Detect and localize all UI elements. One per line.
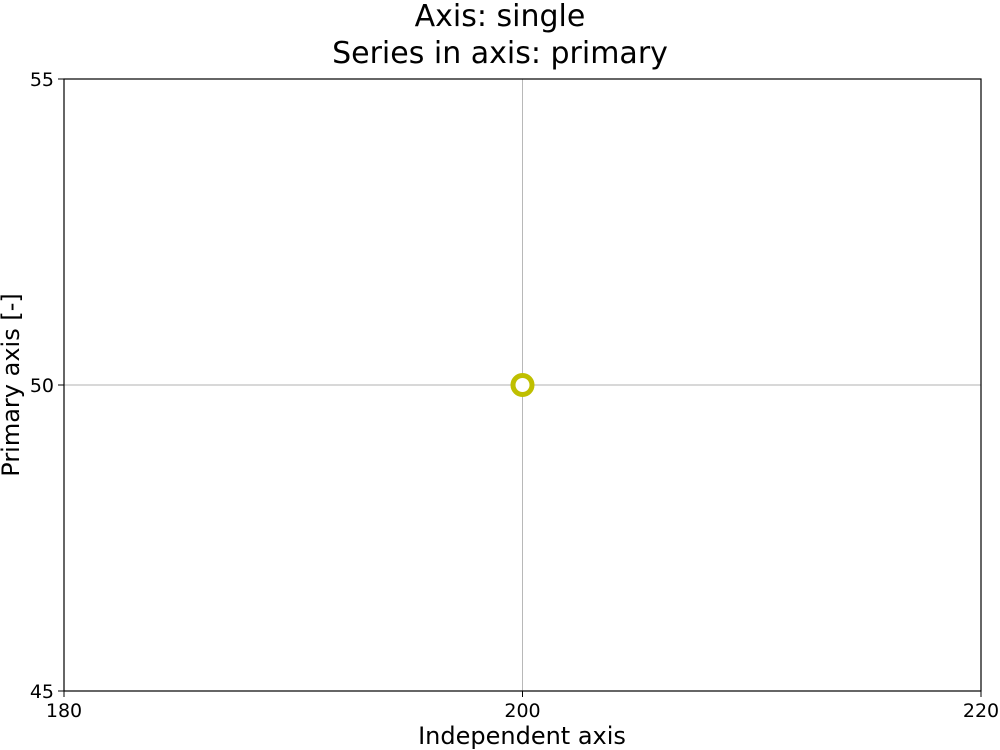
chart-title: Axis: single — [415, 0, 586, 34]
data-point — [510, 373, 535, 397]
x-tick-label: 200 — [504, 700, 540, 722]
x-axis-label: Independent axis — [418, 722, 626, 750]
plot-frame — [63, 78, 982, 692]
y-tick-label: 55 — [30, 69, 54, 91]
y-tick-label: 50 — [30, 375, 54, 397]
series — [510, 373, 535, 397]
chart-subtitle: Series in axis: primary — [332, 36, 668, 71]
y-axis-label: Primary axis [-] — [0, 293, 25, 476]
x-tick-label: 180 — [46, 700, 82, 722]
ticks: 180 200 220 45 50 55 — [30, 69, 999, 722]
y-tick-label: 45 — [30, 681, 54, 703]
x-tick-label: 220 — [963, 700, 999, 722]
